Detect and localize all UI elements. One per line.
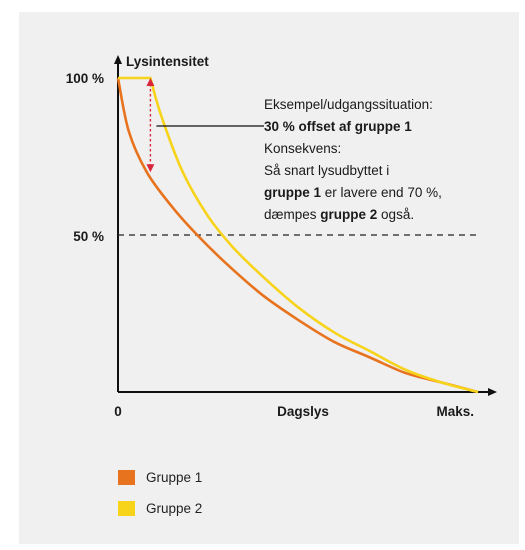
x-tick-0: 0	[114, 404, 122, 419]
offset-marker-arrow-up	[146, 78, 155, 86]
annotation-line-3: Konsekvens:	[264, 141, 341, 156]
legend: Gruppe 1 Gruppe 2	[118, 466, 202, 528]
y-axis-arrow	[114, 55, 122, 64]
annotation-line-6-pre: dæmpes	[264, 207, 320, 222]
y-tick-50: 50 %	[73, 229, 104, 244]
annotation-line-5-rest: er lavere end 70 %,	[321, 185, 442, 200]
x-axis-label: Dagslys	[277, 404, 329, 419]
annotation-line-6-post: også.	[377, 207, 414, 222]
series-line-gruppe-1	[116, 77, 479, 394]
y-axis-label: Lysintensitet	[126, 54, 209, 69]
annotation-line-6-bold: gruppe 2	[320, 207, 377, 222]
legend-item-gruppe-2: Gruppe 2	[118, 497, 202, 519]
legend-swatch-gruppe-1	[118, 469, 135, 485]
legend-item-gruppe-1: Gruppe 1	[118, 466, 202, 488]
annotation-line-1: Eksempel/udgangssituation:	[264, 97, 433, 112]
chart-panel	[19, 12, 519, 544]
legend-label-gruppe-2: Gruppe 2	[146, 500, 203, 516]
offset-marker-arrow-down	[146, 164, 155, 173]
legend-swatch-gruppe-2	[118, 500, 135, 516]
legend-label-gruppe-1: Gruppe 1	[146, 469, 203, 485]
x-axis-arrow	[488, 388, 497, 396]
series-line-gruppe-2	[118, 76, 479, 394]
annotation-line-4: Så snart lysudbyttet i	[264, 163, 389, 178]
annotation-line-6: dæmpes gruppe 2 også.	[264, 207, 414, 222]
annotation-block: Eksempel/udgangssituation: 30 % offset a…	[264, 97, 442, 222]
annotation-line-5: gruppe 1 er lavere end 70 %,	[264, 185, 442, 200]
y-tick-100: 100 %	[66, 71, 104, 86]
annotation-line-2: 30 % offset af gruppe 1	[264, 119, 412, 134]
x-tick-max: Maks.	[436, 404, 474, 419]
annotation-line-5-bold: gruppe 1	[264, 185, 321, 200]
